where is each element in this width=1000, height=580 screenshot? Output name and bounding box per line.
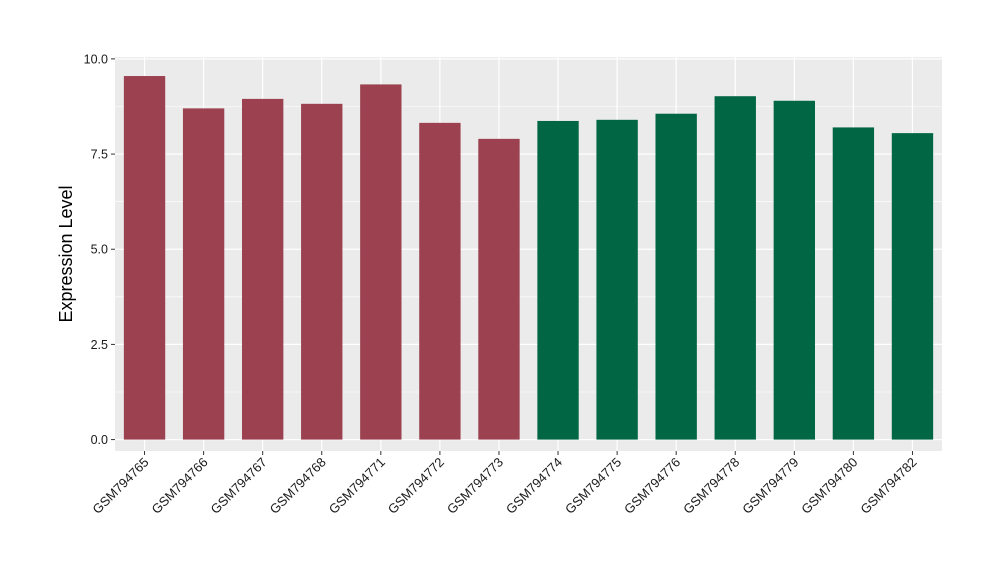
bar-gsm794766 (182, 108, 225, 440)
x-tick-label: GSM794768 (267, 455, 329, 517)
x-tick-label: GSM794774 (503, 455, 565, 517)
y-tick-label: 0.0 (91, 433, 108, 447)
x-tick-label: GSM794766 (149, 455, 211, 517)
x-tick-label: GSM794771 (326, 455, 388, 517)
bar-gsm794773 (478, 138, 520, 440)
bar-gsm794782 (891, 133, 934, 440)
x-tick-label: GSM794773 (444, 455, 506, 517)
y-tick-label: 7.5 (91, 148, 108, 162)
x-tick-label: GSM794776 (621, 455, 683, 517)
bars-group (123, 76, 934, 440)
bar-gsm794768 (301, 103, 343, 440)
bar-gsm794776 (655, 113, 697, 440)
bar-gsm794780 (832, 127, 875, 440)
x-tick-label: GSM794765 (89, 455, 151, 517)
bar-gsm794774 (537, 120, 579, 440)
bar-gsm794765 (123, 76, 166, 440)
x-tick-label: GSM794775 (562, 455, 624, 517)
y-tick-label: 5.0 (91, 243, 108, 257)
x-tick-label: GSM794772 (385, 455, 447, 517)
bar-gsm794772 (419, 122, 461, 440)
y-tick-label: 2.5 (91, 338, 108, 352)
x-axis: GSM794765GSM794766GSM794767GSM794768GSM7… (89, 451, 920, 517)
x-tick-label: GSM794779 (739, 455, 801, 517)
y-tick-label: 10.0 (84, 52, 108, 66)
bar-gsm794771 (360, 84, 402, 440)
x-tick-label: GSM794780 (798, 455, 860, 517)
bar-gsm794775 (596, 119, 638, 440)
y-axis: 0.0 2.5 5.0 7.5 10.0 (84, 52, 115, 447)
bar-gsm794767 (242, 98, 284, 440)
y-axis-title: Expression Level (56, 185, 76, 322)
x-tick-label: GSM794778 (680, 455, 742, 517)
x-tick-label: GSM794767 (208, 455, 270, 517)
bar-gsm794778 (714, 96, 756, 440)
x-tick-label: GSM794782 (857, 455, 919, 517)
bar-gsm794779 (773, 100, 815, 440)
